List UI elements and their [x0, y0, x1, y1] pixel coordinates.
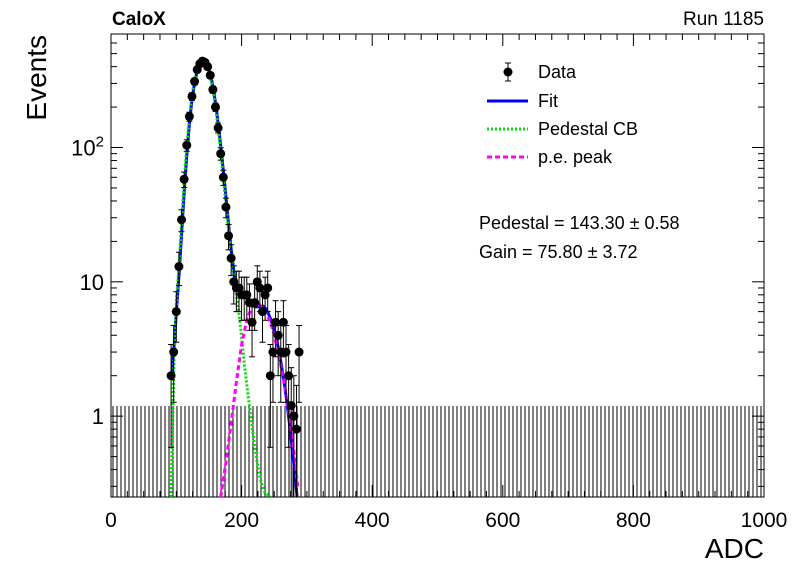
y-tick-label: 1 — [92, 404, 104, 429]
y-axis-title: Events — [21, 35, 52, 121]
x-tick-labels: 0 200 400 600 800 1000 — [105, 509, 787, 532]
data-marker — [263, 283, 273, 293]
legend-label: Pedestal CB — [538, 119, 638, 139]
data-point — [174, 251, 184, 286]
x-tick-label: 1000 — [741, 509, 788, 532]
data-point — [179, 171, 189, 188]
y-tick-label: 102 — [71, 134, 104, 161]
data-point — [224, 224, 234, 251]
x-tick-label: 800 — [616, 509, 651, 532]
data-marker — [182, 140, 192, 150]
data-marker — [203, 62, 213, 72]
data-marker — [286, 401, 296, 411]
data-marker — [278, 317, 288, 327]
data-point — [184, 111, 194, 122]
data-point — [216, 147, 226, 161]
x-tick-label: 400 — [355, 509, 390, 532]
data-point — [190, 77, 200, 87]
data-marker — [242, 290, 252, 300]
data-marker — [291, 424, 301, 434]
data-point — [171, 291, 181, 343]
data-point — [218, 169, 228, 186]
header-right-label: Run 1185 — [683, 9, 764, 30]
x-tick-label: 200 — [224, 509, 259, 532]
legend-label: p.e. peak — [538, 147, 613, 167]
data-points — [166, 56, 304, 498]
data-point — [205, 70, 215, 80]
data-marker — [210, 102, 220, 112]
data-point — [221, 197, 231, 219]
data-point — [263, 270, 273, 313]
data-point — [294, 324, 304, 403]
data-marker — [169, 347, 179, 357]
data-marker — [184, 112, 194, 122]
legend-entry: p.e. peak — [487, 147, 613, 167]
data-marker — [213, 123, 223, 133]
data-marker — [218, 172, 228, 182]
data-point — [291, 384, 301, 498]
data-point — [210, 102, 220, 112]
data-point — [187, 91, 197, 101]
data-marker — [205, 70, 215, 80]
data-marker — [281, 347, 291, 357]
legend-entry: Data — [503, 62, 577, 82]
data-marker — [208, 85, 218, 95]
data-point — [208, 85, 218, 95]
data-marker — [294, 347, 304, 357]
data-marker — [190, 77, 200, 87]
data-marker — [289, 411, 299, 421]
legend-entry: Fit — [487, 91, 558, 111]
data-point — [182, 139, 192, 152]
x-axis-title: ADC — [705, 533, 764, 564]
y-tick-labels: 1 10 102 — [71, 134, 104, 430]
legend-entry: Pedestal CB — [487, 119, 638, 139]
hatched-band — [111, 406, 764, 497]
data-point — [278, 300, 288, 358]
data-point — [177, 209, 187, 233]
data-marker — [174, 262, 184, 272]
header-left-label: CaloX — [112, 9, 166, 30]
data-point — [169, 324, 179, 403]
data-marker — [171, 307, 181, 317]
x-tick-label: 600 — [485, 509, 520, 532]
data-marker — [226, 253, 236, 263]
data-point — [213, 122, 223, 134]
legend: Data Fit Pedestal CB p.e. peak — [487, 62, 638, 167]
data-marker — [250, 298, 260, 308]
data-marker — [221, 202, 231, 212]
data-marker — [216, 149, 226, 159]
y-tick-label: 10 — [80, 270, 104, 295]
data-point — [226, 244, 236, 277]
legend-marker — [503, 67, 513, 77]
data-marker — [273, 330, 283, 340]
pedestal-annotation: Pedestal = 143.30 ± 0.58 — [479, 213, 680, 233]
legend-label: Fit — [538, 91, 558, 111]
data-marker — [247, 317, 257, 327]
data-marker — [255, 283, 265, 293]
legend-label: Data — [538, 62, 577, 82]
data-marker — [187, 91, 197, 101]
data-marker — [166, 371, 176, 381]
data-marker — [268, 347, 278, 357]
gain-annotation: Gain = 75.80 ± 3.72 — [479, 242, 638, 262]
data-marker — [177, 215, 187, 225]
data-marker — [179, 174, 189, 184]
axis-ticks — [110, 33, 765, 497]
data-point — [203, 62, 213, 72]
x-tick-label: 0 — [105, 509, 117, 532]
data-marker — [224, 231, 234, 241]
curve-pedestal-cb — [169, 58, 272, 499]
data-marker — [265, 371, 275, 381]
